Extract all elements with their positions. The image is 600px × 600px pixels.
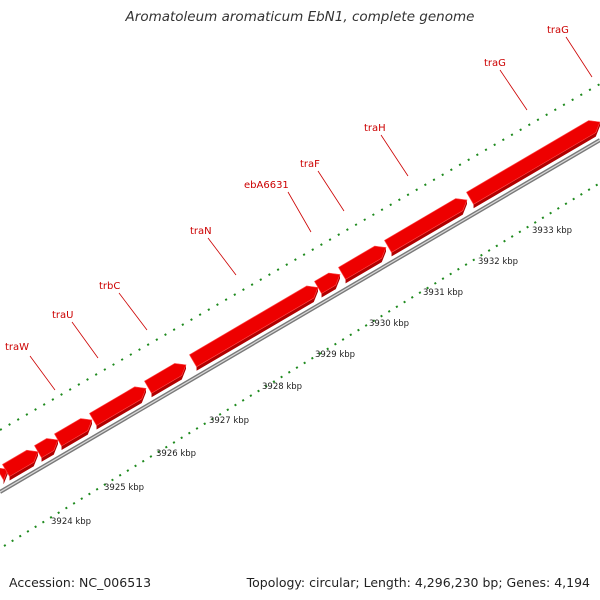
gene-block-side xyxy=(391,200,467,257)
gene-block-side xyxy=(321,274,340,298)
gene-block[interactable] xyxy=(189,285,319,368)
gene-label-traW[interactable]: traW xyxy=(5,342,29,353)
gene-labels: traW traU trbC traN ebA6631 traF traH tr… xyxy=(5,25,593,391)
gene-label-traN[interactable]: traN xyxy=(190,226,212,237)
gene-block[interactable] xyxy=(144,363,187,394)
gene-label-traG-2[interactable]: traG xyxy=(547,25,569,36)
gene-label-traF[interactable]: traF xyxy=(300,159,320,170)
gene-label-traU[interactable]: traU xyxy=(52,310,73,321)
lower-tick-track xyxy=(3,182,600,547)
tick-label-3933: 3933 kbp xyxy=(532,226,572,236)
gene-block[interactable] xyxy=(338,245,387,280)
tick-label-3932: 3932 kbp xyxy=(478,257,518,267)
gene-block[interactable] xyxy=(314,272,341,294)
tick-label-3929: 3929 kbp xyxy=(315,350,355,360)
gene-block-side xyxy=(41,439,58,462)
gene-block[interactable] xyxy=(466,120,600,205)
tick-label-3927: 3927 kbp xyxy=(209,416,249,426)
gene-block-side xyxy=(96,388,146,430)
gene-block-side xyxy=(345,247,386,284)
gene-block-side xyxy=(151,364,186,398)
gene-label-traG[interactable]: traG xyxy=(484,58,506,69)
gene-block-side xyxy=(473,122,600,209)
map-title: Aromatoleum aromaticum EbN1, complete ge… xyxy=(125,9,475,25)
tick-label-3928: 3928 kbp xyxy=(262,382,302,392)
tick-label-3925: 3925 kbp xyxy=(104,483,144,493)
gene-block[interactable] xyxy=(384,198,468,253)
tick-label-3930: 3930 kbp xyxy=(369,319,409,329)
gene-block-side xyxy=(196,287,318,371)
gene-block-side xyxy=(9,451,38,481)
gene-block[interactable] xyxy=(54,418,93,447)
gene-block-side xyxy=(3,469,8,485)
tick-label-3924: 3924 kbp xyxy=(51,517,91,527)
gene-label-ebA6631[interactable]: ebA6631 xyxy=(244,180,289,191)
gene-block[interactable] xyxy=(2,449,39,477)
tick-label-3931: 3931 kbp xyxy=(423,288,463,298)
gene-block[interactable] xyxy=(0,467,9,481)
gene-block[interactable] xyxy=(34,438,59,459)
accession-text: Accession: NC_006513 xyxy=(9,575,152,590)
tick-labels: 3924 kbp 3925 kbp 3926 kbp 3927 kbp 3928… xyxy=(51,226,572,527)
gene-label-traH[interactable]: traH xyxy=(364,123,386,134)
topology-summary: Topology: circular; Length: 4,296,230 bp… xyxy=(246,575,590,590)
gene-blocks xyxy=(0,120,600,485)
gene-block[interactable] xyxy=(89,386,147,426)
gene-label-trbC[interactable]: trbC xyxy=(99,281,120,292)
tick-label-3926: 3926 kbp xyxy=(156,449,196,459)
gene-block-side xyxy=(61,420,92,451)
